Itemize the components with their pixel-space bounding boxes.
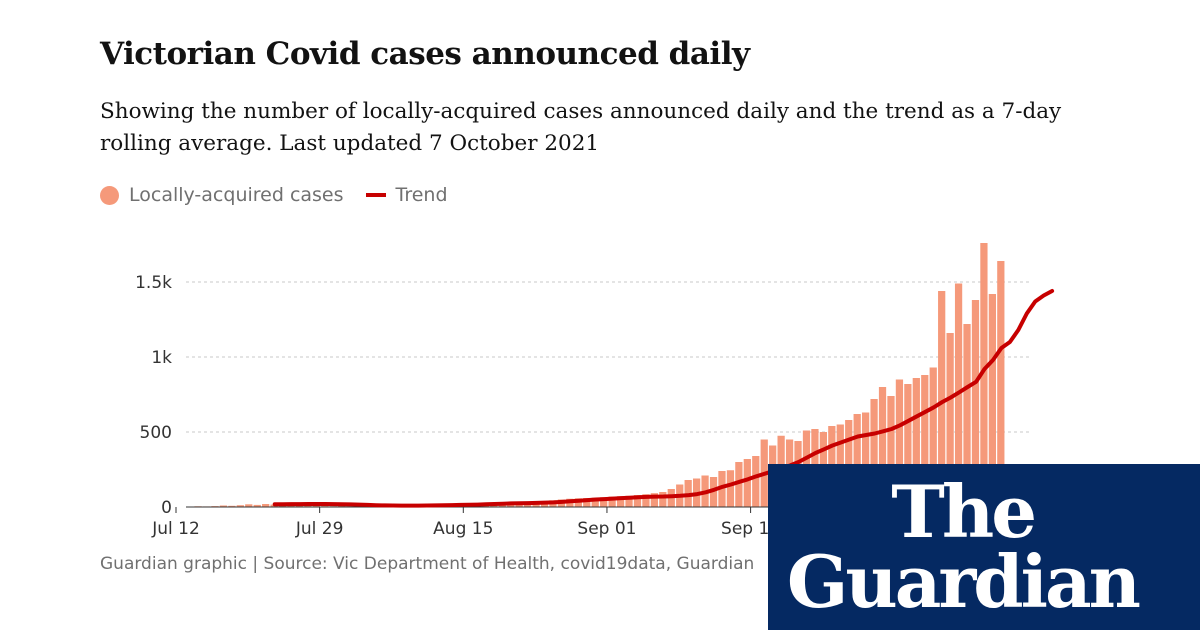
chart-subtitle: Showing the number of locally-acquired c… <box>100 99 1062 156</box>
case-bar <box>853 414 861 507</box>
case-bar <box>236 505 244 507</box>
legend-trend-label: Trend <box>395 184 448 206</box>
case-bar <box>650 493 658 507</box>
case-bar <box>921 375 929 507</box>
case-bar <box>726 470 735 507</box>
case-bar <box>870 399 878 507</box>
source-note: Guardian graphic | Source: Vic Departmen… <box>100 554 755 574</box>
case-bar <box>312 505 320 507</box>
case-bar <box>591 497 599 507</box>
case-bar <box>304 505 312 507</box>
case-bar <box>735 462 743 507</box>
case-bar <box>980 243 988 507</box>
case-bar <box>971 300 980 507</box>
case-bar <box>912 378 920 507</box>
y-tick-label: 0 <box>161 498 172 518</box>
legend-trend-swatch <box>365 193 386 197</box>
case-bar <box>963 324 971 507</box>
case-bar <box>625 495 633 507</box>
logo-the: The <box>891 469 1037 554</box>
case-bar <box>752 456 760 507</box>
case-bar <box>583 498 591 507</box>
case-bar <box>954 283 963 507</box>
chart-legend: Locally-acquired cases Trend <box>100 184 448 206</box>
case-bar <box>633 495 642 507</box>
case-bar <box>845 420 853 507</box>
case-bar <box>608 496 616 507</box>
x-tick-label: Jul 12 <box>151 519 200 539</box>
case-bar <box>616 496 625 507</box>
case-bar <box>600 497 608 507</box>
case-bar <box>878 387 887 507</box>
case-bar <box>245 504 253 507</box>
y-tick-label: 1.5k <box>135 273 172 293</box>
x-tick-label: Jul 29 <box>295 519 344 539</box>
chart-title: Victorian Covid cases announced daily <box>100 36 750 72</box>
case-bar <box>988 294 996 507</box>
legend-cases-swatch <box>100 185 119 205</box>
case-bar <box>743 459 751 507</box>
case-bar <box>904 384 912 507</box>
legend-cases-label: Locally-acquired cases <box>129 184 344 206</box>
y-tick-label: 500 <box>140 423 172 443</box>
case-bar <box>929 367 937 507</box>
case-bar <box>862 412 870 507</box>
guardian-logo: The Guardian <box>768 464 1200 630</box>
y-tick-label: 1k <box>151 348 172 368</box>
case-bar <box>887 396 895 507</box>
logo-guardian: Guardian <box>786 539 1141 624</box>
case-bar <box>262 504 270 507</box>
case-bar <box>895 379 904 507</box>
case-bar <box>253 504 261 507</box>
case-bar <box>659 492 667 507</box>
case-bar <box>338 505 346 507</box>
trend-line <box>272 289 1055 508</box>
case-bar <box>946 333 954 507</box>
case-bar <box>938 291 946 507</box>
x-tick-label: Sep 01 <box>577 519 636 539</box>
x-tick-label: Aug 15 <box>433 519 493 539</box>
case-bar <box>997 261 1005 507</box>
case-bar <box>642 494 650 507</box>
case-bar <box>219 505 228 507</box>
case-bar <box>228 505 236 507</box>
x-tick-label: Sep 18 <box>721 519 780 539</box>
